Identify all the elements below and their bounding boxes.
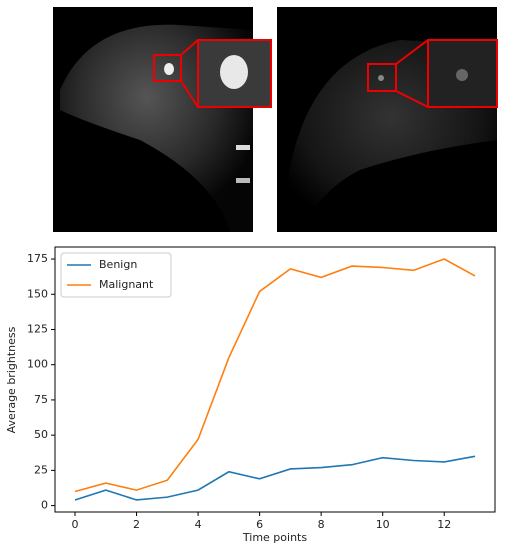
x-tick-label: 10 xyxy=(376,518,390,531)
y-tick-label: 100 xyxy=(27,358,48,371)
x-tick-label: 0 xyxy=(72,518,79,531)
series-line xyxy=(74,455,476,501)
mri-right xyxy=(277,7,498,232)
y-tick-label: 125 xyxy=(27,322,48,335)
y-tick-label: 25 xyxy=(34,463,48,476)
y-tick-label: 175 xyxy=(27,252,48,265)
legend-label: Benign xyxy=(99,258,137,271)
x-tick-label: 4 xyxy=(195,518,202,531)
series-line xyxy=(74,258,476,493)
x-tick-label: 2 xyxy=(133,518,140,531)
plot-frame xyxy=(54,246,496,513)
x-axis-label: Time points xyxy=(242,531,307,544)
x-tick-label: 12 xyxy=(437,518,451,531)
legend-box xyxy=(60,252,172,298)
mri-left xyxy=(53,7,272,233)
y-tick-label: 0 xyxy=(41,499,48,512)
y-tick-label: 150 xyxy=(27,287,48,300)
y-tick-label: 50 xyxy=(34,428,48,441)
y-axis-label: Average brightness xyxy=(5,326,18,433)
x-tick-label: 8 xyxy=(318,518,325,531)
x-tick-label: 6 xyxy=(256,518,263,531)
y-tick-label: 75 xyxy=(34,393,48,406)
legend-label: Malignant xyxy=(99,278,154,291)
